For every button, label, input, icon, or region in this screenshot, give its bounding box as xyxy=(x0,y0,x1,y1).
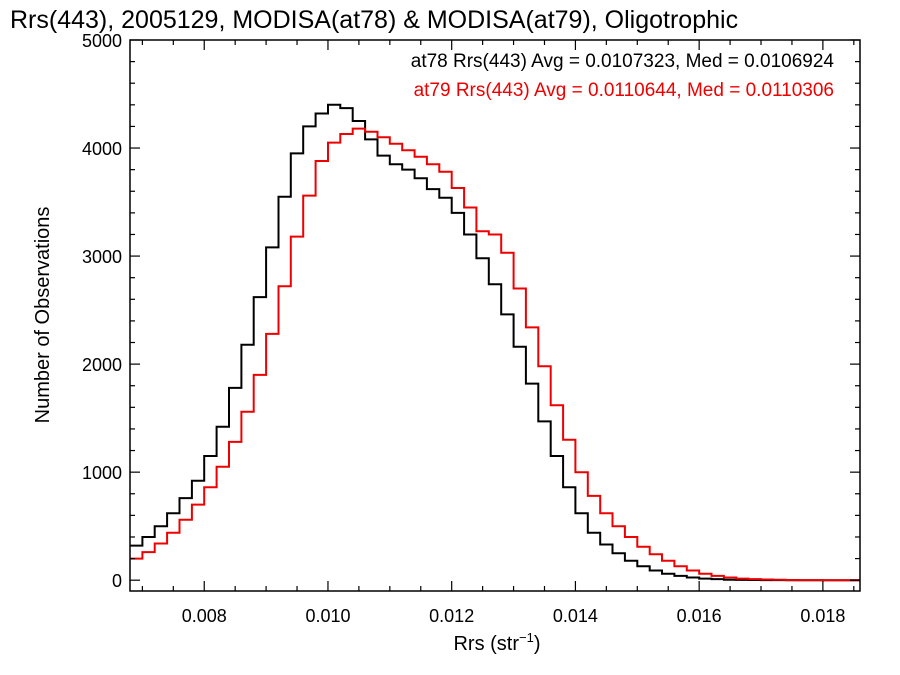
y-tick-label: 3000 xyxy=(82,247,122,267)
legend-entry-at79: at79 Rrs(443) Avg = 0.0110644, Med = 0.0… xyxy=(414,80,834,101)
y-tick-label: 5000 xyxy=(82,31,122,51)
series-line-at79 xyxy=(130,127,860,582)
x-tick-label: 0.014 xyxy=(553,606,598,626)
y-tick-label: 1000 xyxy=(82,463,122,483)
x-axis-label: Rrs (str−1) xyxy=(453,630,540,655)
x-tick-label: 0.008 xyxy=(182,606,227,626)
series-line-at78 xyxy=(130,103,860,582)
chart-title: Rrs(443), 2005129, MODISA(at78) & MODISA… xyxy=(10,6,738,34)
x-tick-label: 0.016 xyxy=(677,606,722,626)
y-tick-label: 0 xyxy=(112,571,122,591)
x-tick-label: 0.010 xyxy=(305,606,350,626)
series-layer xyxy=(130,103,860,582)
x-tick-label: 0.018 xyxy=(800,606,845,626)
y-tick-label: 4000 xyxy=(82,139,122,159)
x-tick-label: 0.012 xyxy=(429,606,474,626)
ticks-layer: 0.008 0.010 0.012 0.014 0.016 0.018 0 1000 2000 3… xyxy=(82,31,860,626)
plot-frame xyxy=(129,39,861,592)
y-axis-label: Number of Observations xyxy=(32,207,54,424)
x-axis-label-sup: −1 xyxy=(519,630,534,645)
y-tick-label: 2000 xyxy=(82,355,122,375)
legend-entry-at78: at78 Rrs(443) Avg = 0.0107323, Med = 0.0… xyxy=(411,51,835,72)
